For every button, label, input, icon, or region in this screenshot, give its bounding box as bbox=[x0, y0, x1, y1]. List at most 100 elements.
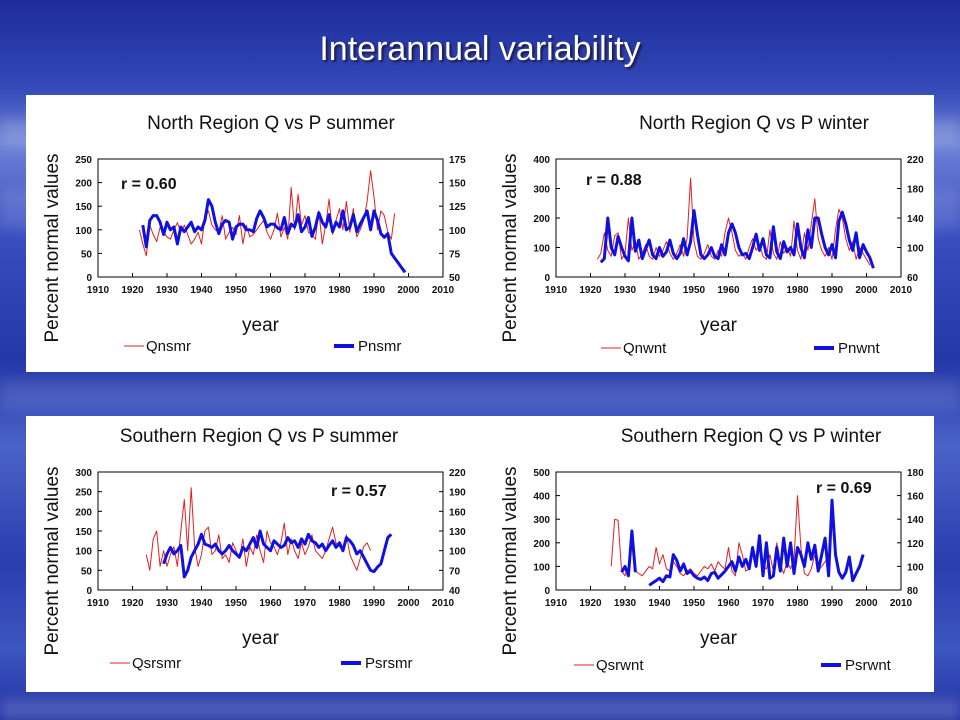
chart-south-summer: Southern Region Q vs P summer 1910 1920 193… bbox=[42, 426, 466, 672]
legend-label-p: Psrwnt bbox=[845, 657, 892, 674]
y-left-tick-label: 0 bbox=[86, 586, 92, 597]
y-right-tick-label: 160 bbox=[907, 492, 924, 503]
y-left-tick-label: 250 bbox=[75, 155, 92, 166]
x-tick-label: 1920 bbox=[121, 285, 144, 296]
x-tick-label: 2010 bbox=[432, 285, 455, 296]
x-tick-label: 1910 bbox=[545, 598, 568, 609]
x-axis-label: year bbox=[242, 628, 280, 649]
chart-title: Southern Region Q vs P summer bbox=[120, 426, 399, 447]
correlation-label: r = 0.88 bbox=[586, 172, 642, 189]
chart-title: Southern Region Q vs P winter bbox=[621, 426, 882, 447]
y-left-tick-label: 100 bbox=[75, 547, 92, 558]
x-tick-label: 1920 bbox=[121, 598, 144, 609]
x-tick-label: 1910 bbox=[545, 285, 568, 296]
y-right-tick-label: 75 bbox=[449, 249, 461, 260]
y-left-tick-label: 100 bbox=[75, 226, 92, 237]
x-tick-label: 1960 bbox=[717, 285, 740, 296]
y-left-tick-label: 0 bbox=[86, 273, 92, 284]
series-line-Psrsmr bbox=[162, 529, 393, 579]
y-axis-label: Percent normal values bbox=[42, 153, 63, 342]
y-right-tick-label: 120 bbox=[907, 539, 924, 550]
chart-title: North Region Q vs P winter bbox=[639, 113, 870, 134]
y-axis-label: Percent normal values bbox=[500, 153, 521, 342]
y-right-tick-label: 80 bbox=[907, 586, 919, 597]
y-left-tick-label: 500 bbox=[533, 468, 550, 479]
series-line-Qsrsmr bbox=[145, 487, 372, 571]
y-left-tick-label: 0 bbox=[544, 273, 550, 284]
legend-label-p: Pnwnt bbox=[838, 340, 881, 357]
north-charts-svg: North Region Q vs P summer 1910 1920 1930 19… bbox=[42, 113, 924, 357]
x-tick-label: 1960 bbox=[259, 285, 282, 296]
y-right-tick-label: 150 bbox=[449, 179, 466, 190]
y-left-tick-label: 400 bbox=[533, 492, 550, 503]
x-tick-label: 1930 bbox=[156, 598, 179, 609]
x-tick-label: 1930 bbox=[614, 285, 637, 296]
chart-south-winter: Southern Region Q vs P winter 1910 1920 193… bbox=[500, 426, 924, 674]
x-tick-label: 1990 bbox=[363, 598, 386, 609]
y-right-tick-label: 220 bbox=[449, 468, 466, 479]
y-right-tick-label: 100 bbox=[449, 226, 466, 237]
y-right-tick-label: 130 bbox=[449, 527, 466, 538]
north-region-panel: North Region Q vs P summer 1910 1920 1930 19… bbox=[26, 95, 934, 372]
x-tick-label: 1940 bbox=[648, 285, 671, 296]
y-left-tick-label: 200 bbox=[75, 507, 92, 518]
y-left-tick-label: 50 bbox=[81, 249, 93, 260]
y-left-tick-label: 50 bbox=[81, 566, 93, 577]
x-tick-label: 1990 bbox=[821, 285, 844, 296]
x-tick-label: 1950 bbox=[225, 285, 248, 296]
legend-label-q: Qsrsmr bbox=[132, 655, 181, 672]
x-tick-label: 1980 bbox=[328, 598, 351, 609]
x-tick-label: 1970 bbox=[752, 285, 775, 296]
x-tick-label: 1960 bbox=[259, 598, 282, 609]
y-left-tick-label: 150 bbox=[75, 527, 92, 538]
x-tick-label: 1940 bbox=[190, 285, 213, 296]
x-tick-label: 1950 bbox=[683, 598, 706, 609]
legend-label-p: Psrsmr bbox=[365, 655, 413, 672]
series-line-Psrwnt bbox=[620, 498, 865, 587]
y-right-tick-label: 100 bbox=[907, 244, 924, 255]
y-left-tick-label: 400 bbox=[533, 155, 550, 166]
x-tick-label: 1990 bbox=[363, 285, 386, 296]
y-left-tick-label: 300 bbox=[533, 515, 550, 526]
y-left-tick-label: 100 bbox=[533, 244, 550, 255]
x-tick-label: 1980 bbox=[786, 285, 809, 296]
y-right-tick-label: 220 bbox=[907, 155, 924, 166]
y-right-tick-label: 40 bbox=[449, 586, 461, 597]
series-line-Qnwnt bbox=[596, 177, 871, 266]
x-tick-label: 1910 bbox=[87, 598, 110, 609]
series-line-Pnsmr bbox=[141, 198, 407, 274]
y-axis-label: Percent normal values bbox=[500, 466, 521, 655]
y-right-tick-label: 140 bbox=[907, 214, 924, 225]
plot-frame bbox=[97, 471, 444, 591]
y-right-tick-label: 60 bbox=[907, 273, 919, 284]
y-right-tick-label: 50 bbox=[449, 273, 461, 284]
x-tick-label: 1970 bbox=[752, 598, 775, 609]
x-tick-label: 1970 bbox=[294, 285, 317, 296]
x-tick-label: 2010 bbox=[890, 285, 913, 296]
x-tick-label: 1940 bbox=[190, 598, 213, 609]
y-left-tick-label: 250 bbox=[75, 488, 92, 499]
y-left-tick-label: 100 bbox=[533, 562, 550, 573]
y-left-tick-label: 150 bbox=[75, 202, 92, 213]
x-tick-label: 2010 bbox=[890, 598, 913, 609]
x-tick-label: 1920 bbox=[579, 285, 602, 296]
y-right-tick-label: 180 bbox=[907, 185, 924, 196]
legend-label-q: Qnwnt bbox=[623, 340, 667, 357]
y-left-tick-label: 0 bbox=[544, 586, 550, 597]
slide-title: Interannual variability bbox=[319, 30, 641, 68]
x-tick-label: 2000 bbox=[855, 598, 878, 609]
y-right-tick-label: 160 bbox=[449, 507, 466, 518]
x-tick-label: 1940 bbox=[648, 598, 671, 609]
x-axis-label: year bbox=[700, 315, 738, 336]
correlation-label: r = 0.57 bbox=[331, 483, 387, 500]
y-right-tick-label: 125 bbox=[449, 202, 466, 213]
x-tick-label: 1930 bbox=[614, 598, 637, 609]
y-left-tick-label: 300 bbox=[75, 468, 92, 479]
x-tick-label: 1930 bbox=[156, 285, 179, 296]
x-tick-label: 2010 bbox=[432, 598, 455, 609]
y-left-tick-label: 200 bbox=[533, 539, 550, 550]
x-tick-label: 2000 bbox=[397, 598, 420, 609]
x-tick-label: 2000 bbox=[397, 285, 420, 296]
x-axis-label: year bbox=[242, 315, 280, 336]
y-left-tick-label: 300 bbox=[533, 185, 550, 196]
